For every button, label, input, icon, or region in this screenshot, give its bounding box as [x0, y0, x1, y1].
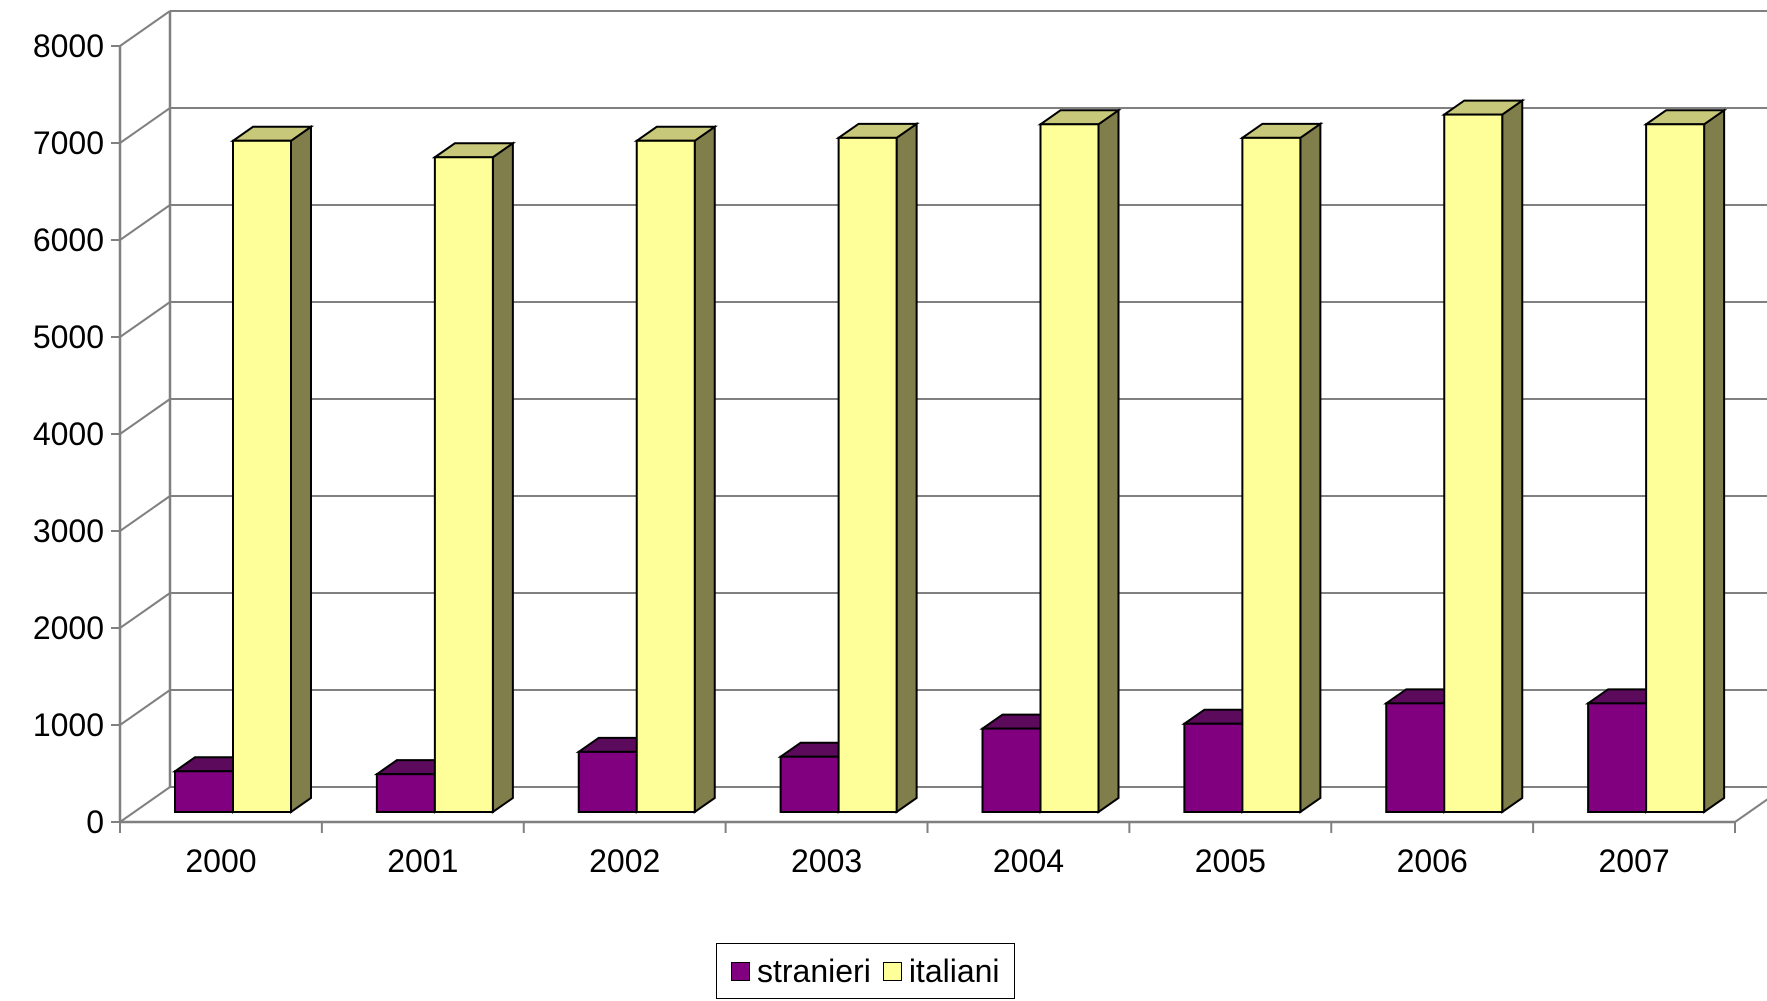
- bar-front: [981, 727, 1042, 814]
- y-tick-label: 0: [86, 804, 104, 840]
- bar-side: [1299, 121, 1322, 814]
- gridline-side: [119, 301, 171, 338]
- bar-italiani-2004: [1037, 108, 1122, 814]
- legend-swatch-stranieri: [731, 961, 750, 981]
- bar-italiani-2002: [633, 124, 718, 814]
- bar-italiani-2006: [1441, 98, 1526, 814]
- bar-front: [635, 139, 696, 813]
- y-tick-label: 4000: [33, 416, 104, 452]
- bar-front: [1443, 113, 1504, 813]
- x-tick-label: 2004: [993, 843, 1064, 879]
- bars: [171, 98, 1728, 814]
- bar-front: [1039, 123, 1100, 813]
- bar-front: [837, 136, 898, 814]
- bar-front: [433, 156, 494, 813]
- x-tick-label: 2005: [1195, 843, 1266, 879]
- gridline-side: [119, 107, 171, 144]
- bar-italiani-2007: [1642, 108, 1728, 814]
- bar-side: [895, 121, 918, 814]
- y-tick-label: 8000: [33, 28, 104, 64]
- y-tick-label: 7000: [33, 125, 104, 161]
- x-tick-label: 2007: [1598, 843, 1669, 879]
- x-tick-label: 2002: [589, 843, 660, 879]
- y-tick-label: 5000: [33, 319, 104, 355]
- bar-front: [232, 139, 292, 813]
- bar-italiani-2003: [835, 121, 920, 814]
- legend-swatch-italiani: [882, 961, 902, 981]
- bar-side: [491, 141, 514, 814]
- legend-item-italiani: italiani: [882, 953, 1000, 989]
- bar-front: [1587, 702, 1648, 813]
- bar-side: [290, 124, 312, 814]
- bar-front: [577, 750, 638, 813]
- gridline-side: [119, 398, 171, 435]
- gridline-side: [119, 592, 171, 629]
- y-tick-label: 6000: [33, 222, 104, 258]
- legend-item-stranieri: stranieri: [731, 955, 871, 987]
- axes: [111, 11, 1767, 833]
- legend: stranieri italiani: [716, 943, 1015, 999]
- x-tick-label: 2001: [387, 843, 458, 879]
- bar-side: [693, 124, 716, 814]
- bar-front: [1183, 722, 1244, 813]
- bar-front: [1385, 702, 1446, 813]
- bar-italiani-2005: [1239, 121, 1324, 814]
- bar-front: [375, 773, 436, 813]
- y-tick-label: 2000: [33, 610, 104, 646]
- bar-italiani-2001: [431, 141, 517, 814]
- x-tick-labels: 2000 2001 2002 2003 2004 2005 2006 2007: [185, 843, 1669, 879]
- bar-side: [1703, 108, 1726, 814]
- bar-front: [1241, 136, 1302, 814]
- y-tick-labels: 0 1000 2000 3000 4000 5000 6000 7000 8000: [33, 28, 104, 840]
- gridline-side: [119, 10, 171, 47]
- bar-side: [1097, 108, 1120, 814]
- x-tick-label: 2000: [185, 843, 256, 879]
- gridline-side: [119, 689, 171, 726]
- legend-label-italiani: italiani: [908, 953, 1000, 989]
- x-tick-label: 2006: [1397, 843, 1468, 879]
- y-tick-label: 3000: [33, 513, 104, 549]
- bar-front: [1645, 123, 1706, 813]
- gridline-side: [119, 786, 171, 823]
- floor-right-edge: [1734, 798, 1767, 823]
- bar-stranieri-2007: [1584, 687, 1670, 814]
- gridline-side: [119, 495, 171, 532]
- y-tick-label: 1000: [33, 707, 104, 743]
- gridline-side: [119, 204, 171, 241]
- bar-front: [779, 755, 840, 814]
- bar-italiani-2000: [229, 124, 315, 814]
- legend-label-stranieri: stranieri: [757, 953, 871, 989]
- bar-front: [174, 770, 234, 814]
- bar-side: [1501, 98, 1524, 814]
- x-tick-label: 2003: [791, 843, 862, 879]
